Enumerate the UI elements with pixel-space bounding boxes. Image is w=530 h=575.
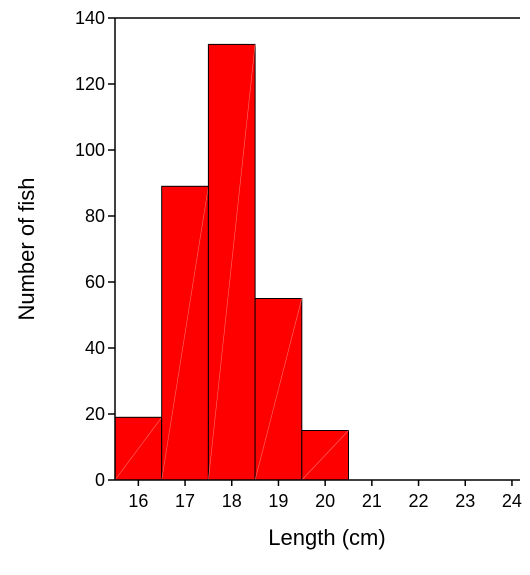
x-tick-label-19: 19 [268, 491, 288, 511]
y-tick-label-20: 20 [85, 404, 105, 424]
x-tick-label-22: 22 [409, 491, 429, 511]
x-tick-label-16: 16 [128, 491, 148, 511]
y-ticks-group: 0 20 40 60 80 100 120 140 [75, 8, 115, 490]
y-tick-label-80: 80 [85, 206, 105, 226]
y-tick-label-60: 60 [85, 272, 105, 292]
y-tick-label-0: 0 [95, 470, 105, 490]
y-tick-label-120: 120 [75, 74, 105, 94]
x-tick-label-24: 24 [502, 491, 522, 511]
x-tick-label-17: 17 [175, 491, 195, 511]
x-tick-label-18: 18 [222, 491, 242, 511]
y-axis-title: Number of fish [14, 177, 39, 320]
x-axis-title: Length (cm) [268, 525, 385, 550]
y-tick-label-100: 100 [75, 140, 105, 160]
bars-group [115, 44, 349, 480]
y-tick-label-40: 40 [85, 338, 105, 358]
x-tick-label-23: 23 [455, 491, 475, 511]
x-tick-label-20: 20 [315, 491, 335, 511]
x-ticks-group: 16 17 18 19 20 21 22 23 24 [128, 480, 522, 511]
x-tick-label-21: 21 [362, 491, 382, 511]
y-tick-label-140: 140 [75, 8, 105, 28]
